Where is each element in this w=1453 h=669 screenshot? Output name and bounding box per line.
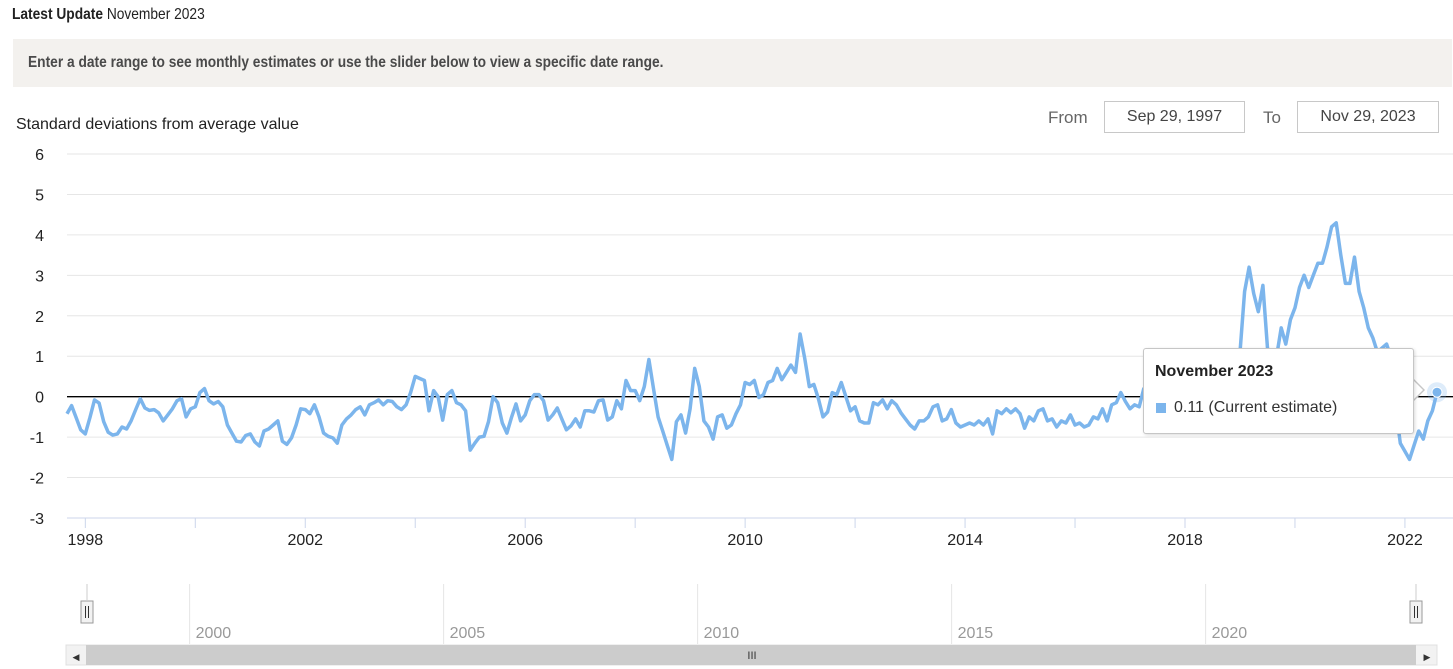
- navigator-year-label: 2020: [1212, 625, 1248, 642]
- scrollbar-grip: III: [747, 650, 756, 662]
- x-tick-label: 2010: [727, 532, 763, 549]
- tooltip-title: November 2023: [1155, 363, 1274, 380]
- y-tick-label: 1: [35, 349, 44, 366]
- navigator-year-label: 2000: [196, 625, 232, 642]
- from-label: From: [1048, 108, 1088, 127]
- navigator-right-handle[interactable]: [1409, 600, 1423, 624]
- tooltip-value: 0.11 (Current estimate): [1174, 399, 1338, 416]
- navigator-left-handle[interactable]: [80, 600, 94, 624]
- tooltip-arrow-fill: [1412, 379, 1423, 401]
- to-label: To: [1263, 108, 1281, 127]
- x-tick-label: 2002: [287, 532, 323, 549]
- tooltip-series-swatch: [1156, 403, 1166, 413]
- x-tick-label: 2018: [1167, 532, 1203, 549]
- from-date-input[interactable]: [1104, 101, 1245, 133]
- x-tick-label: 2022: [1387, 532, 1423, 549]
- y-tick-label: 0: [35, 390, 44, 407]
- y-tick-label: -2: [30, 471, 44, 488]
- hover-marker[interactable]: [1431, 386, 1443, 398]
- scrollbar-right-arrow[interactable]: ▶: [1424, 653, 1431, 663]
- latest-update-label: Latest Update: [12, 6, 103, 23]
- y-tick-label: -3: [30, 511, 44, 528]
- y-tick-label: 3: [35, 268, 44, 285]
- navigator-year-label: 2005: [450, 625, 486, 642]
- y-tick-label: 4: [35, 228, 44, 245]
- y-tick-label: 5: [35, 187, 44, 204]
- instruction-banner: Enter a date range to see monthly estima…: [13, 39, 1452, 87]
- instruction-text: Enter a date range to see monthly estima…: [28, 54, 664, 71]
- x-tick-label: 1998: [68, 532, 104, 549]
- latest-update-value: November 2023: [106, 6, 205, 23]
- scrollbar-thumb[interactable]: [86, 645, 1416, 665]
- tooltip: November 2023 0.11 (Current estimate): [1143, 348, 1414, 434]
- to-date-input[interactable]: [1297, 101, 1439, 133]
- y-tick-label: -1: [30, 430, 44, 447]
- navigator-year-label: 2010: [704, 625, 740, 642]
- y-tick-label: 2: [35, 309, 44, 326]
- scrollbar-left-arrow[interactable]: ◀: [73, 653, 80, 663]
- navigator-year-label: 2015: [958, 625, 994, 642]
- x-tick-label: 2014: [947, 532, 983, 549]
- latest-update: Latest Update November 2023: [12, 6, 205, 24]
- x-tick-label: 2006: [507, 532, 543, 549]
- y-axis-title: Standard deviations from average value: [16, 116, 299, 133]
- navigator-area: [67, 584, 1437, 644]
- y-tick-label: 6: [35, 147, 44, 164]
